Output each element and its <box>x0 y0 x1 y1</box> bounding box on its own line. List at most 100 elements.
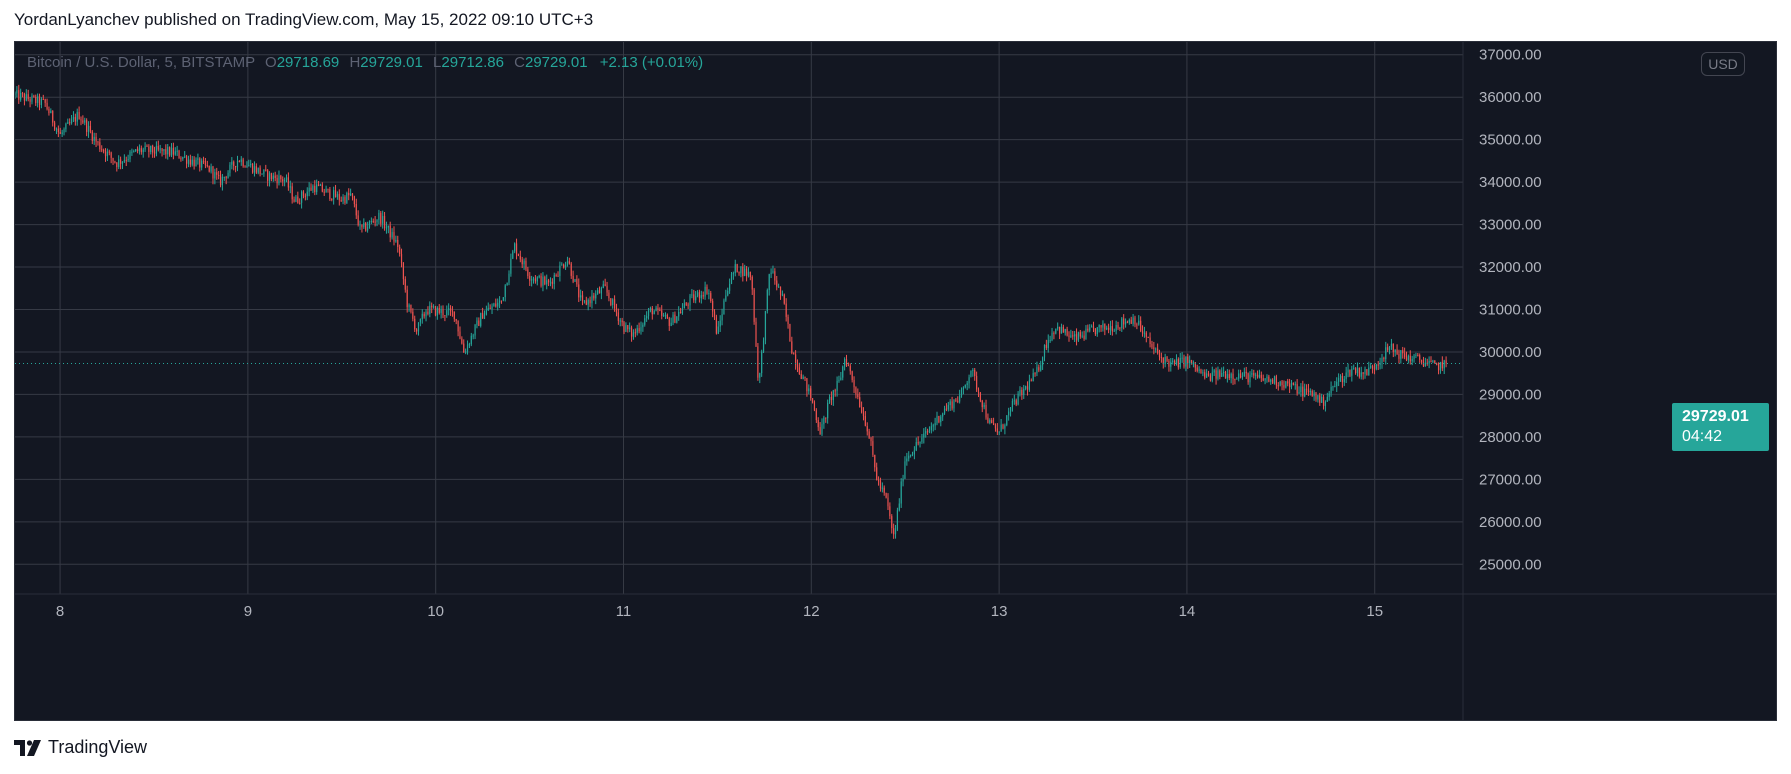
candle-body <box>576 279 578 285</box>
bar-countdown: 04:42 <box>1682 428 1723 445</box>
symbol-name: Bitcoin / U.S. Dollar, 5, BITSTAMP <box>27 54 255 71</box>
candle-body <box>1234 379 1236 381</box>
candle-body <box>197 158 199 160</box>
candle-body <box>35 96 37 103</box>
candle-body <box>1132 317 1134 324</box>
candle-body <box>534 278 536 282</box>
candle-body <box>1081 335 1083 337</box>
currency-button[interactable]: USD <box>1701 52 1745 76</box>
candle-body <box>1124 321 1127 325</box>
candle-body <box>851 371 853 380</box>
candle-body <box>1224 371 1227 379</box>
candle-body <box>1032 373 1034 382</box>
candle-body <box>1043 344 1046 358</box>
candle-body <box>419 319 421 323</box>
candle-body <box>240 159 242 162</box>
candle-body <box>1353 368 1355 370</box>
candle-body <box>964 385 966 388</box>
candle-body <box>1275 376 1278 386</box>
candle-body <box>647 310 650 317</box>
candle-body <box>144 145 146 150</box>
candle-body <box>101 149 103 151</box>
candle-body <box>928 430 931 432</box>
candle-body <box>904 461 906 479</box>
candle-body <box>898 503 900 511</box>
candle-body <box>1279 381 1281 386</box>
candle-body <box>521 259 523 265</box>
candle-body <box>1413 355 1415 359</box>
candle-body <box>482 313 484 319</box>
candle-body <box>135 149 137 152</box>
candle-body <box>734 264 736 274</box>
candle-body <box>955 399 957 401</box>
last-price-value: 29729.01 <box>1682 408 1749 425</box>
last-price-tag: 29729.01 04:42 <box>1672 403 1769 451</box>
candle-body <box>1304 388 1306 397</box>
candle-body <box>184 156 186 158</box>
candle-body <box>387 225 389 228</box>
candle-body <box>317 184 320 186</box>
candle-body <box>146 145 148 147</box>
candle-body <box>29 99 31 102</box>
candle-body <box>1190 360 1193 365</box>
candle-body <box>74 117 76 122</box>
candle-body <box>1287 381 1289 384</box>
candle-body <box>994 424 997 429</box>
candle-body <box>440 309 442 313</box>
candle-body <box>555 275 557 277</box>
candle-body <box>270 173 273 180</box>
candle-body <box>53 122 56 130</box>
candle-body <box>382 215 384 224</box>
candle-body <box>1264 378 1266 381</box>
tradingview-logo[interactable]: TradingView <box>14 737 147 758</box>
candle-body <box>1030 380 1032 382</box>
candle-body <box>480 313 482 326</box>
candle-body <box>348 192 350 196</box>
candle-body <box>585 300 587 305</box>
candle-body <box>742 266 744 277</box>
candle-body <box>425 311 427 317</box>
close-value: 29729.01 <box>524 54 588 71</box>
low-label: L <box>433 54 442 71</box>
y-tick-label: 29000.00 <box>1479 386 1542 403</box>
candle-body <box>1305 388 1308 390</box>
candle-body <box>119 159 122 164</box>
candle-body <box>811 398 814 403</box>
chart-panel[interactable]: 25000.00 26000.00 27000.00 28000.00 29000.00… <box>14 41 1777 721</box>
candle-body <box>664 314 667 316</box>
candle-body <box>1255 374 1257 376</box>
candle-body <box>189 159 191 165</box>
candle-body <box>942 413 944 417</box>
candle-body <box>659 309 661 311</box>
candle-body <box>334 190 337 198</box>
candle-body <box>1019 389 1021 394</box>
candle-body <box>129 151 131 160</box>
candle-body <box>783 294 785 304</box>
candle-body <box>708 293 710 295</box>
candle-body <box>798 367 800 375</box>
candle-body <box>578 284 580 298</box>
candle-body <box>1432 360 1434 363</box>
candle-body <box>1398 354 1400 359</box>
axes: 25000.00 26000.00 27000.00 28000.00 29000.00… <box>15 42 1776 720</box>
candle-body <box>604 284 606 286</box>
candle-body <box>953 399 955 409</box>
candle-body <box>227 172 229 179</box>
candle-body <box>774 271 776 281</box>
candle-body <box>67 122 69 124</box>
candle-body <box>549 281 552 283</box>
candle-body <box>361 224 363 228</box>
candle-body <box>423 313 425 317</box>
candle-body <box>50 110 52 114</box>
candle-body <box>727 290 729 296</box>
published-by-line: YordanLyanchev published on TradingView.… <box>14 10 594 29</box>
price-chart[interactable]: 25000.00 26000.00 27000.00 28000.00 29000.00… <box>15 42 1777 721</box>
y-tick-label: 32000.00 <box>1479 259 1542 276</box>
candle-body <box>216 172 218 175</box>
candle-body <box>634 332 636 334</box>
candle-body <box>1055 328 1057 334</box>
x-tick-label: 8 <box>56 603 64 620</box>
candle-body <box>116 162 118 167</box>
candle-body <box>632 332 635 337</box>
candle-body <box>514 243 516 252</box>
